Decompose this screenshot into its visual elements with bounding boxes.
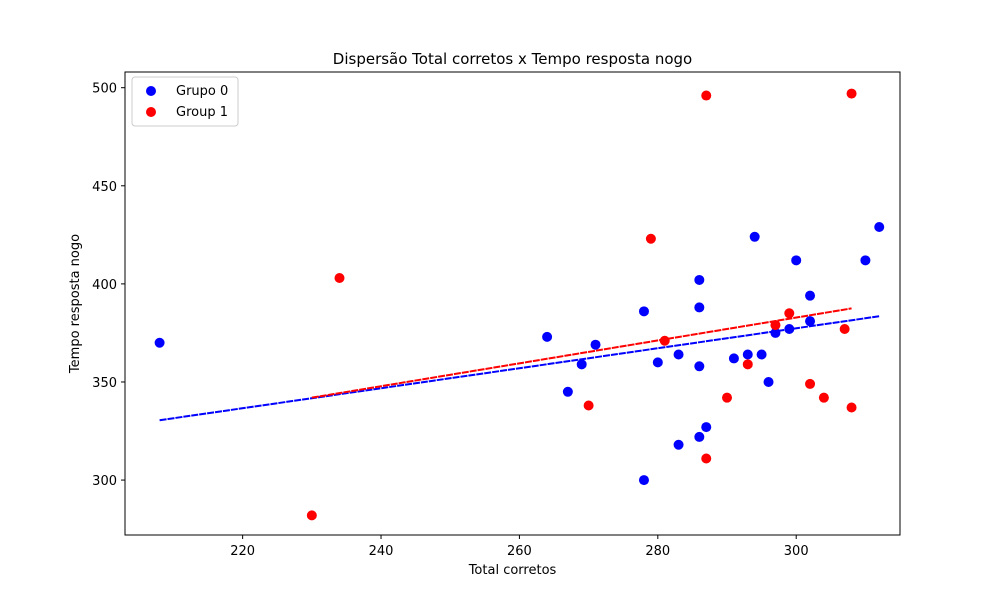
data-point-series-0 <box>694 361 705 372</box>
data-point-series-0 <box>542 331 553 342</box>
y-tick-label: 300 <box>92 474 117 489</box>
data-point-series-1 <box>839 324 850 335</box>
data-point-series-1 <box>770 320 781 331</box>
data-point-series-0 <box>562 386 573 397</box>
x-axis: 220 240 260 280 300 <box>230 535 809 559</box>
x-tick-label: 220 <box>230 544 255 559</box>
data-point-series-0 <box>791 255 802 266</box>
data-point-series-1 <box>846 88 857 99</box>
data-point-series-0 <box>694 302 705 313</box>
data-point-series-0 <box>652 357 663 368</box>
data-point-series-0 <box>694 431 705 442</box>
data-point-series-0 <box>805 290 816 301</box>
data-point-series-1 <box>784 308 795 319</box>
trendline-series-0 <box>159 315 880 422</box>
data-point-series-0 <box>154 337 165 348</box>
data-point-series-1 <box>583 400 594 411</box>
plot-frame <box>124 71 901 536</box>
data-point-series-1 <box>659 335 670 346</box>
legend-box <box>131 76 239 127</box>
data-point-series-1 <box>722 392 733 403</box>
legend-label-series-1: Group 1 <box>176 105 228 120</box>
data-point-series-1 <box>701 90 712 101</box>
legend-marker-series-1 <box>146 107 156 117</box>
data-point-series-0 <box>784 324 795 335</box>
data-point-series-0 <box>860 255 871 266</box>
data-point-series-0 <box>742 349 753 360</box>
data-point-series-1 <box>645 233 656 244</box>
legend: Grupo 0 Group 1 <box>131 76 239 127</box>
data-point-series-0 <box>749 231 760 242</box>
data-point-series-0 <box>763 376 774 387</box>
data-point-series-1 <box>306 510 317 521</box>
data-point-series-0 <box>874 221 885 232</box>
data-point-series-0 <box>638 306 649 317</box>
data-point-series-0 <box>728 353 739 364</box>
y-axis-title: Tempo resposta nogo <box>68 234 83 374</box>
x-axis-title: Total corretos <box>468 563 557 578</box>
y-tick-label: 400 <box>92 278 117 293</box>
data-point-series-0 <box>590 339 601 350</box>
legend-label-series-0: Grupo 0 <box>176 84 228 99</box>
data-point-series-1 <box>805 378 816 389</box>
data-point-series-1 <box>701 453 712 464</box>
data-point-series-0 <box>694 274 705 285</box>
data-point-series-0 <box>770 327 781 338</box>
data-point-series-1 <box>334 272 345 283</box>
y-axis: 300 350 400 450 500 <box>92 82 125 489</box>
x-tick-label: 240 <box>369 544 394 559</box>
data-point-series-0 <box>756 349 767 360</box>
data-point-series-1 <box>818 392 829 403</box>
data-point-series-0 <box>673 349 684 360</box>
x-tick-label: 280 <box>645 544 670 559</box>
data-point-series-0 <box>673 439 684 450</box>
legend-marker-series-0 <box>146 86 156 96</box>
data-point-series-0 <box>576 359 587 370</box>
y-tick-label: 350 <box>92 376 117 391</box>
data-point-series-1 <box>742 359 753 370</box>
data-point-series-0 <box>805 316 816 327</box>
y-tick-label: 500 <box>92 82 117 97</box>
data-point-series-0 <box>638 475 649 486</box>
chart-title: Dispersão Total corretos x Tempo respost… <box>333 50 692 68</box>
x-tick-label: 300 <box>784 544 809 559</box>
data-point-series-0 <box>701 422 712 433</box>
trendline-series-1 <box>311 307 852 399</box>
plot-area <box>154 88 885 521</box>
x-tick-label: 260 <box>507 544 532 559</box>
data-point-series-1 <box>846 402 857 413</box>
y-tick-label: 450 <box>92 180 117 195</box>
